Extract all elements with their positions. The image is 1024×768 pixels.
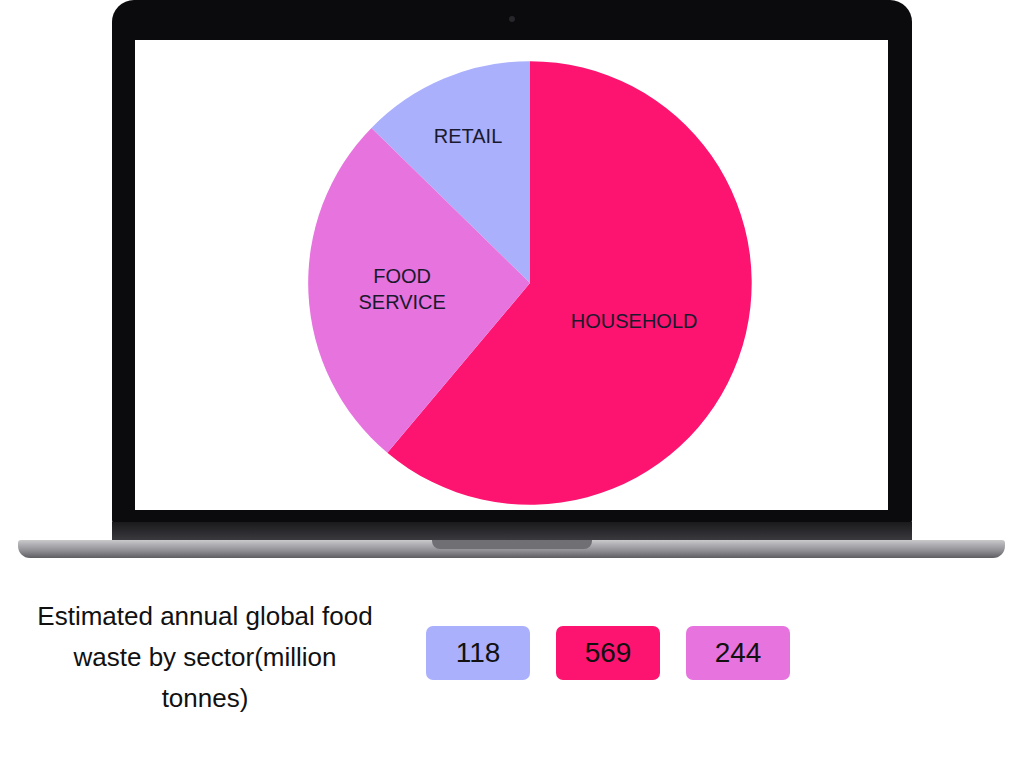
- html-text:118: 118: [455, 637, 501, 668]
- html-text:Estimated annual global food w: Estimated annual global food waste by se…: [37, 601, 373, 713]
- svg-text:FOODSERVICE: FOODSERVICE: [358, 265, 445, 313]
- html-text:569: 569: [584, 637, 632, 668]
- svg-text:RETAIL: RETAIL: [434, 125, 503, 147]
- html-text:244: 244: [714, 637, 762, 668]
- svg-text:HOUSEHOLD: HOUSEHOLD: [571, 310, 698, 332]
